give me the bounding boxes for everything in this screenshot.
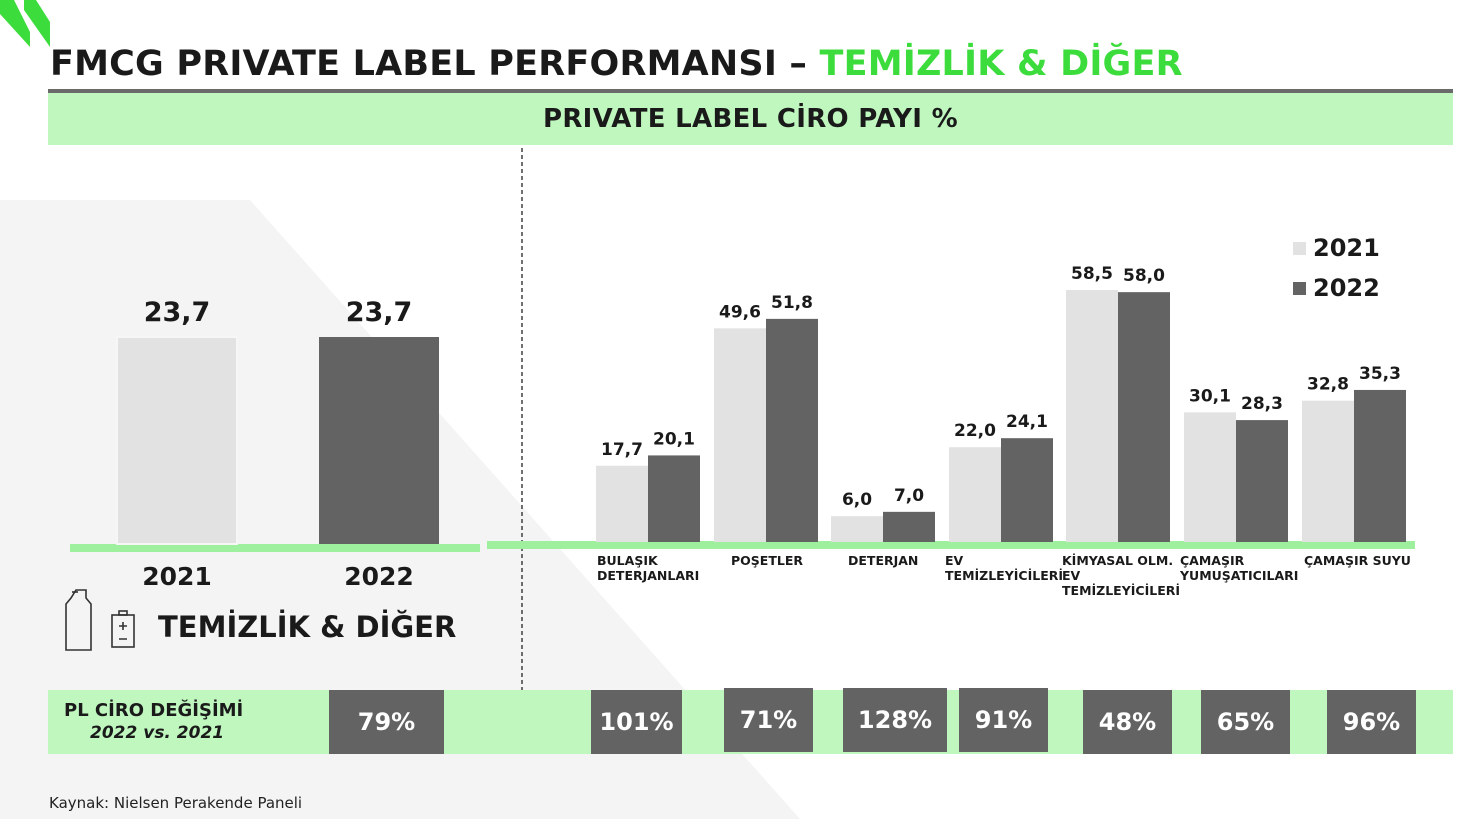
category-label-deterjan: DETERJAN	[848, 553, 919, 568]
legend-label-2021: 2021	[1313, 234, 1380, 262]
change-value-bulasik-deterjanlari: 101%	[591, 690, 682, 754]
bar-2022-5	[1236, 420, 1288, 542]
value-label-2022-6: 35,3	[1359, 364, 1401, 384]
value-label-2022-4: 58,0	[1123, 266, 1165, 286]
value-label-2021-1: 49,6	[719, 302, 761, 322]
bottle-icon	[65, 589, 92, 651]
value-label-2021-6: 32,8	[1307, 375, 1349, 395]
legend-item-2021: 2021	[1293, 228, 1380, 268]
value-label-2022-0: 20,1	[653, 429, 695, 449]
battery-icon	[111, 610, 135, 648]
bar-2021-6	[1302, 400, 1354, 542]
bar-2022-3	[1001, 438, 1053, 542]
total-bar-2022	[319, 337, 439, 544]
change-value-total: 79%	[329, 690, 444, 754]
x-label-2021: 2021	[142, 562, 212, 591]
source-note: Kaynak: Nielsen Perakende Paneli	[49, 794, 303, 812]
legend-item-2022: 2022	[1293, 268, 1380, 308]
bar-2021-0	[596, 465, 648, 542]
total-value-label-2022: 23,7	[346, 297, 413, 328]
value-label-2021-4: 58,5	[1071, 264, 1113, 284]
subtitle-band: PRIVATE LABEL CİRO PAYI %	[48, 93, 1453, 145]
bar-2022-4	[1118, 292, 1170, 542]
legend-swatch-2022	[1293, 281, 1306, 295]
page-title-accent: TEMİZLİK & DİĞER	[819, 44, 1183, 84]
legend-label-2022: 2022	[1313, 274, 1380, 302]
category-label-bulasik-deterjanlari: BULAŞIK DETERJANLARI	[597, 553, 700, 583]
value-label-2021-3: 22,0	[954, 421, 996, 441]
legend-swatch-2021	[1293, 241, 1306, 255]
bar-2021-1	[714, 328, 766, 542]
bar-2022-2	[883, 511, 935, 542]
left-x-axis	[70, 544, 480, 552]
bar-2021-5	[1184, 412, 1236, 542]
chart-subtitle: PRIVATE LABEL CİRO PAYI %	[543, 104, 958, 134]
section-label: TEMİZLİK & DİĞER	[158, 610, 457, 644]
page-title-main: FMCG PRIVATE LABEL PERFORMANSI –	[50, 44, 820, 84]
change-row-label-line1: PL CİRO DEĞİŞİMİ	[64, 700, 244, 721]
change-value-ev-temizleyicileri: 91%	[959, 688, 1048, 752]
x-label-2022: 2022	[344, 562, 414, 591]
total-value-label-2021: 23,7	[144, 297, 211, 328]
right-x-axis	[487, 541, 1415, 549]
page-title: FMCG PRIVATE LABEL PERFORMANSI – TEMİZLİ…	[50, 44, 1183, 84]
bar-2022-0	[648, 455, 700, 542]
value-label-2022-1: 51,8	[771, 293, 813, 313]
category-label-kimyasal-olm-ev-temizleyicileri: KİMYASAL OLM. EV TEMİZLEYİCİLERİ	[1062, 553, 1181, 598]
change-row-label-line2: 2022 vs. 2021	[90, 723, 225, 743]
bar-2022-1	[766, 318, 818, 542]
value-label-2021-5: 30,1	[1189, 386, 1231, 406]
value-label-2022-3: 24,1	[1006, 412, 1048, 432]
change-row-label: PL CİRO DEĞİŞİMİ 2022 vs. 2021	[64, 700, 243, 743]
value-label-2022-5: 28,3	[1241, 394, 1283, 414]
category-icons	[65, 589, 135, 651]
value-label-2022-2: 7,0	[894, 486, 924, 506]
change-value-camasir-yumusaticilari: 65%	[1201, 690, 1290, 754]
total-bar-2021	[116, 336, 238, 545]
change-value-camasir-suyu: 96%	[1327, 690, 1416, 754]
category-label-camasir-suyu: ÇAMAŞIR SUYU	[1304, 553, 1411, 568]
bar-2021-3	[949, 447, 1001, 542]
change-value-deterjan: 128%	[843, 688, 947, 752]
category-label-camasir-yumusaticilari: ÇAMAŞIR YUMUŞATICILARI	[1180, 553, 1299, 583]
change-value-kimyasal-olm: 48%	[1083, 690, 1172, 754]
category-label-ev-temizleyicileri: EV TEMİZLEYİCİLERİ	[945, 553, 1064, 583]
bar-2022-6	[1354, 389, 1406, 542]
title-divider	[48, 89, 1453, 93]
chart-legend: 2021 2022	[1293, 228, 1380, 308]
bar-2021-4	[1066, 290, 1118, 542]
bar-2021-2	[831, 516, 883, 542]
brand-logo-icon	[0, 0, 50, 47]
value-label-2021-2: 6,0	[842, 490, 872, 510]
category-label-posetler: POŞETLER	[731, 553, 803, 568]
change-value-posetler: 71%	[724, 688, 813, 752]
value-label-2021-0: 17,7	[601, 440, 643, 460]
